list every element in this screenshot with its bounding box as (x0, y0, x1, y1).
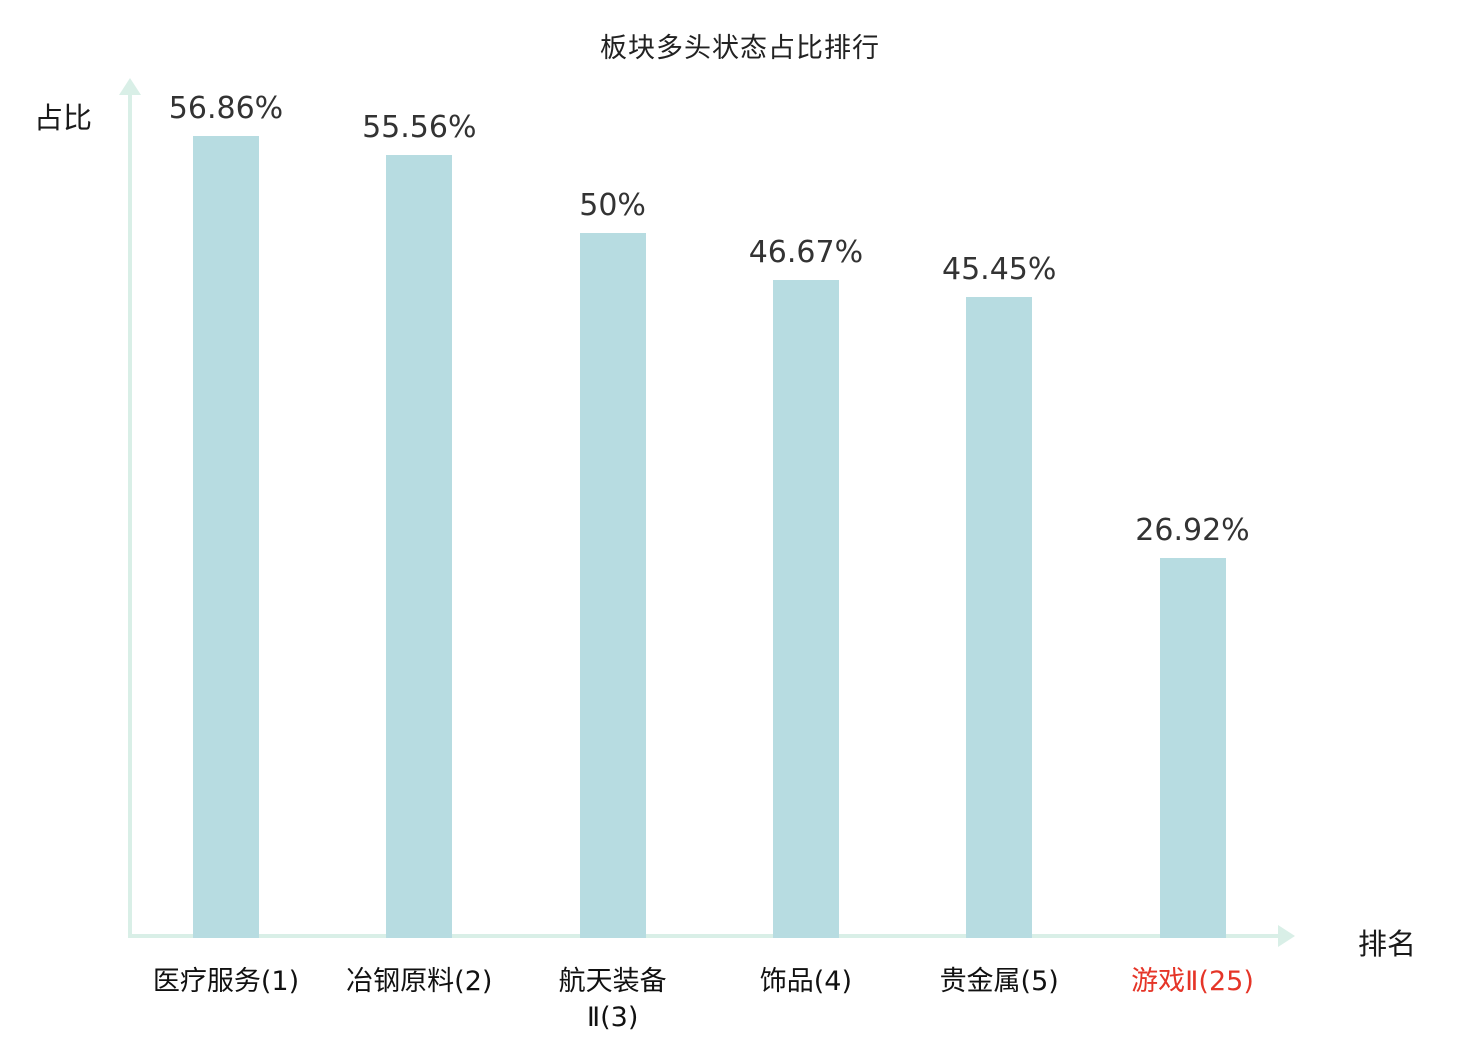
bar-value-label: 56.86% (168, 91, 284, 126)
bar (193, 136, 259, 938)
x-axis (128, 934, 1280, 938)
x-axis-arrow-icon (1278, 925, 1295, 947)
y-axis (128, 92, 132, 938)
bar (772, 280, 839, 938)
y-axis-arrow-icon (119, 78, 141, 95)
category-label: 冶钢原料(2) (346, 966, 493, 997)
chart-title: 板块多头状态占比排行 (600, 33, 880, 64)
bar-value-label: 55.56% (362, 110, 477, 145)
bar (1159, 558, 1226, 938)
x-axis-label: 排名 (1358, 927, 1417, 961)
bar (579, 233, 646, 938)
y-axis-label: 占比 (34, 101, 93, 135)
bar-value-label: 26.92% (1135, 513, 1250, 548)
bar-value-label: 46.67% (748, 235, 864, 270)
bar-value-label: 45.45% (941, 252, 1057, 287)
bar (386, 155, 453, 938)
category-label-highlight: 游戏Ⅱ(25) (1131, 966, 1254, 997)
category-label: 航天装备 Ⅱ(3) (558, 966, 667, 1034)
category-label: 医疗服务(1) (152, 966, 300, 997)
category-label: 贵金属(5) (939, 966, 1059, 997)
bar-value-label: 50% (579, 188, 646, 223)
bar (966, 297, 1033, 938)
category-label: 饰品(4) (759, 966, 853, 997)
